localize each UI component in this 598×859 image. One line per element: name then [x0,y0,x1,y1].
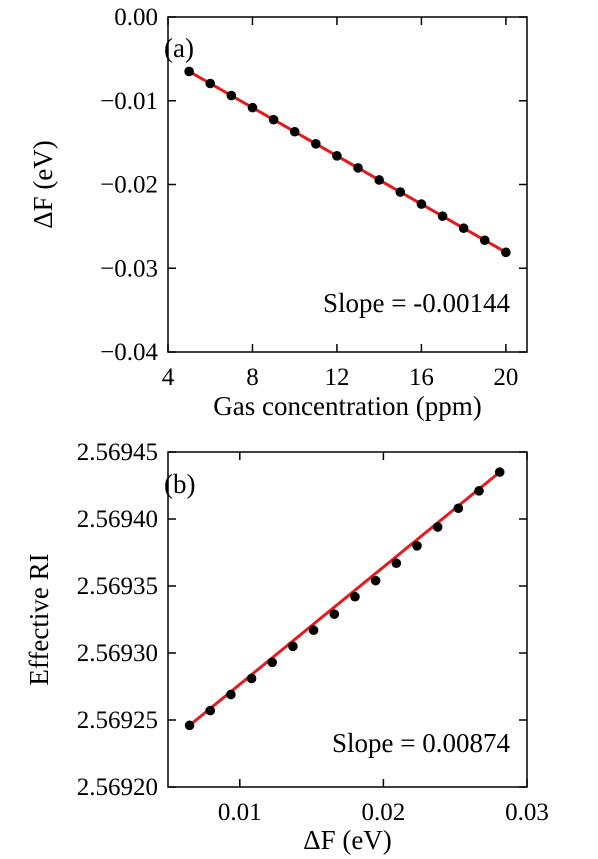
x-tick-label: 0.01 [218,799,262,826]
data-point [332,151,342,161]
data-point [437,211,448,221]
data-point [205,705,216,716]
data-point [246,673,257,684]
data-point [289,126,300,137]
data-point [311,138,321,149]
data-point [374,175,384,185]
data-point [412,541,422,551]
x-tick-label: 16 [409,364,434,391]
x-tick-label: 4 [162,364,175,391]
x-tick-label: 0.03 [505,799,549,826]
panel-a: 4 8 12 16 20 0.00 −0.01 −0.02 −0.03 −0.04 Gas conc… [28,4,528,421]
fit-line [188,470,501,727]
data-point [226,90,237,101]
data-point [474,486,484,496]
data-point [350,591,360,602]
data-point [353,163,363,173]
slope-annotation: Slope = -0.00144 [323,288,510,318]
x-axis-label: ΔF (eV) [303,825,392,855]
y-tick-label: 2.56925 [77,707,158,734]
y-tick-label: 2.56920 [77,774,158,801]
data-point [268,114,279,125]
data-point [370,575,381,586]
x-axis-label: Gas concentration (ppm) [213,391,481,421]
data-point [184,720,195,731]
data-point [267,657,278,668]
x-tick-label: 8 [246,364,259,391]
data-point [391,558,402,569]
y-tick-label: 2.56940 [77,506,158,533]
y-tick-label: 2.56945 [77,439,158,466]
panel-label: (b) [164,469,195,499]
data-point [416,199,427,209]
data-point [205,78,216,89]
data-point [395,187,406,197]
panel-label: (a) [164,33,194,63]
y-tick-label: −0.04 [100,339,158,366]
y-tick-label: 2.56930 [77,640,158,667]
y-tick-label: 2.56935 [77,573,158,600]
x-tick-label: 0.02 [362,799,406,826]
slope-annotation: Slope = 0.00874 [332,728,510,758]
y-tick-label: −0.01 [100,88,158,115]
y-tick-label: 0.00 [114,4,158,31]
data-point [184,66,194,77]
x-tick-label: 12 [324,364,349,391]
data-point [458,223,469,234]
data-point [501,247,511,258]
data-point [247,102,258,113]
y-axis-label: ΔF (eV) [28,140,58,229]
data-point [479,235,490,246]
y-tick-label: −0.02 [100,172,158,199]
y-axis-label: Effective RI [24,553,54,685]
plot-frame [167,451,528,788]
fit-line [188,70,507,254]
data-point [453,503,464,514]
y-tick-label: −0.03 [100,255,158,282]
data-point [308,625,319,636]
x-tick-label: 20 [493,364,518,391]
data-point [432,522,443,532]
data-point [226,689,236,700]
data-point [288,641,298,652]
data-point [494,467,505,477]
data-point [329,609,340,619]
panel-b: 0.01 0.02 0.03 2.56920 2.56925 2.56930 2.56935… [24,439,549,855]
